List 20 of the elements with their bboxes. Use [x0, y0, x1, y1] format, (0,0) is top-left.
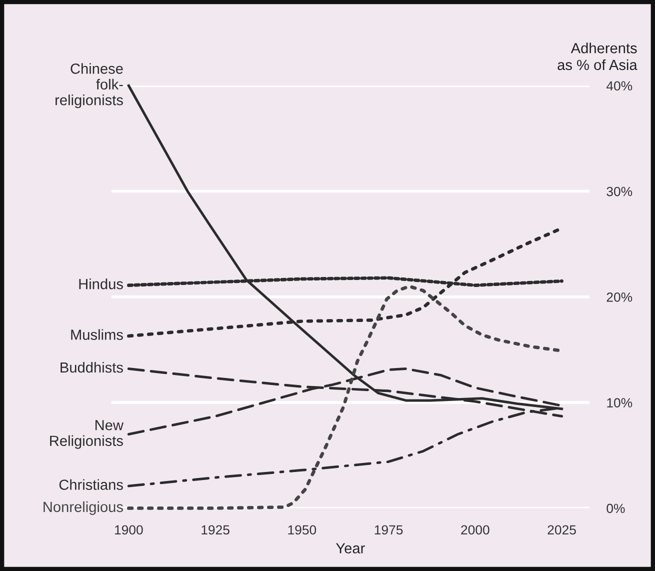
y-axis-title: Adherents as % of Asia — [558, 42, 638, 70]
y-tick-label: 40% — [606, 81, 632, 91]
y-tick-label: 10% — [607, 398, 632, 408]
series-label: Nonreligious — [44, 501, 123, 515]
series-label: New Religionists — [50, 420, 124, 449]
y-tick-label: 30% — [606, 186, 632, 196]
series-label: Hindus — [79, 278, 123, 290]
series-label: Chinese folk- religionists — [56, 63, 123, 108]
x-tick-label: 1925 — [202, 525, 230, 535]
series-label: Muslims — [71, 329, 123, 340]
x-tick-label: 1900 — [115, 525, 143, 535]
x-tick-label: 1975 — [374, 525, 403, 535]
y-tick-label: 20% — [606, 292, 632, 302]
x-tick-label: 2025 — [548, 525, 576, 535]
series-label: Buddhists — [60, 362, 123, 373]
x-tick-label: 1950 — [288, 525, 316, 535]
x-axis-title: Year — [336, 543, 365, 554]
series-label: Christians — [59, 479, 123, 490]
x-tick-label: 2000 — [461, 525, 490, 535]
y-tick-label: 0% — [606, 504, 625, 514]
